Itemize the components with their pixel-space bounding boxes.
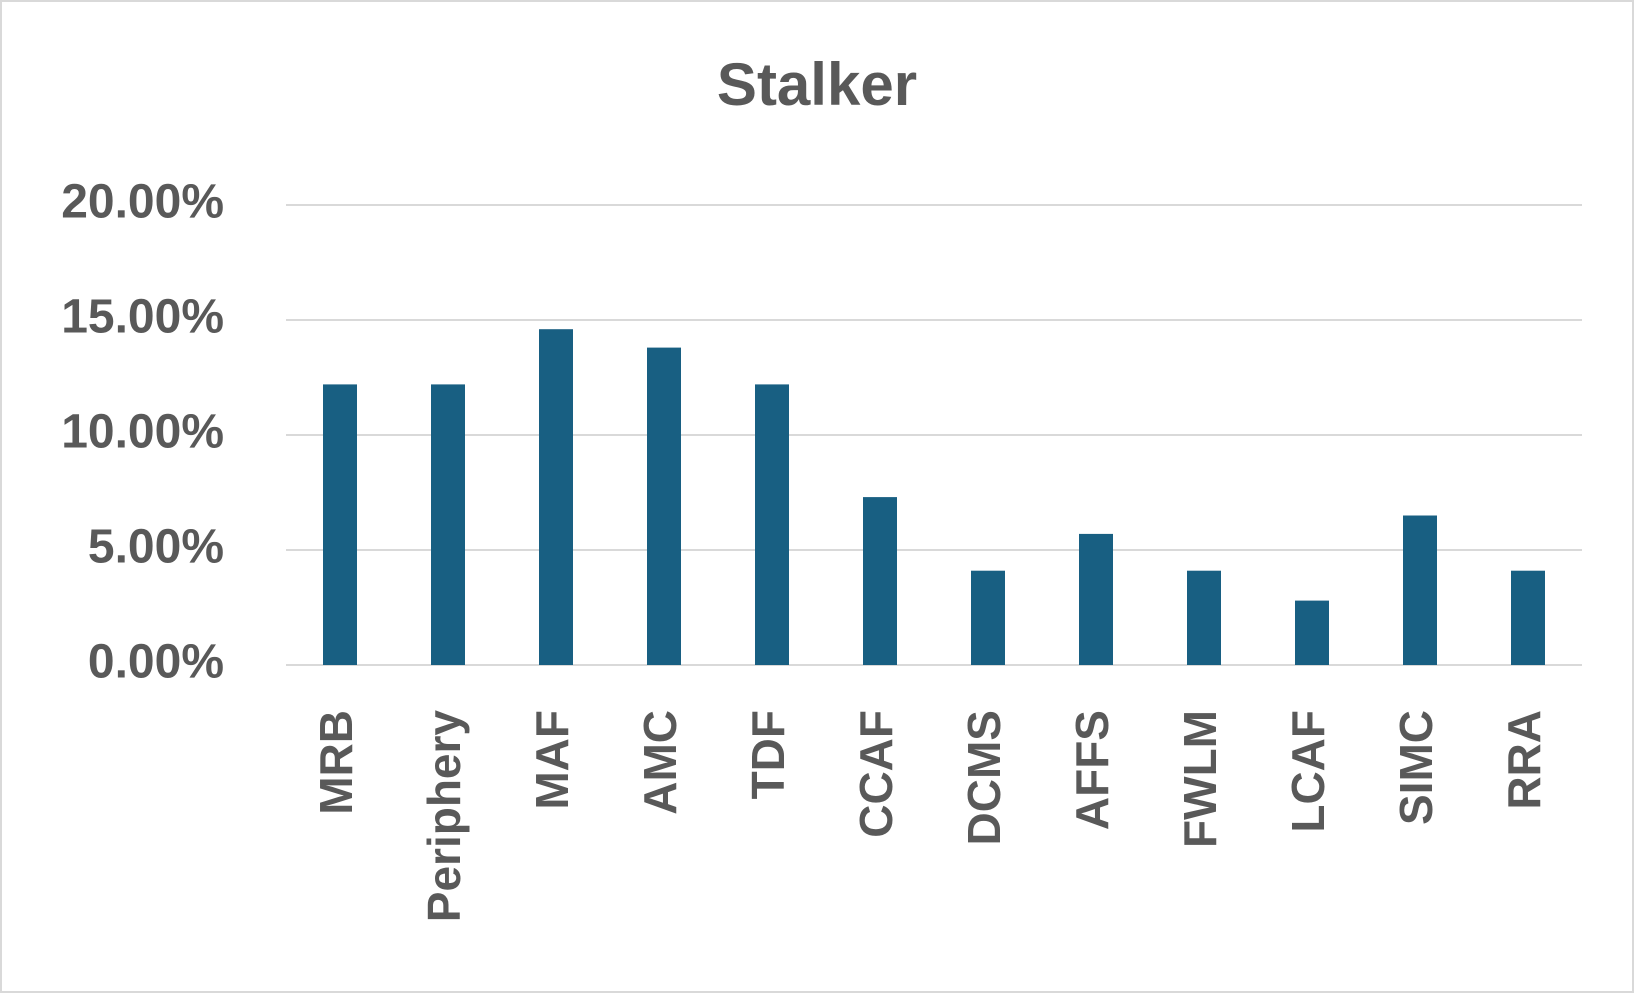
chart-title: Stalker [717,51,917,118]
y-tick-label: 5.00% [88,521,224,574]
x-tick-label: MAF [526,710,578,810]
bar [1187,570,1221,665]
bar [431,384,465,665]
x-tick-label: AFFS [1066,710,1118,830]
x-tick-label: MRB [310,710,362,815]
bar [1295,600,1329,665]
y-tick-label: 15.00% [61,291,224,344]
x-tick-label: TDF [742,710,794,799]
x-tick-label: RRA [1498,710,1550,810]
x-tick-label: SIMC [1390,710,1442,825]
x-tick-label: CCAF [850,710,902,838]
x-tick-label: LCAF [1282,710,1334,833]
y-tick-label: 10.00% [61,406,224,459]
bar [323,384,357,665]
x-tick-label: AMC [634,710,686,815]
x-tick-label: Periphery [418,710,470,923]
x-tick-label: DCMS [958,710,1010,845]
bar [863,497,897,665]
bar [1079,533,1113,665]
bar [539,329,573,665]
x-tick-label: FWLM [1174,710,1226,848]
bar [1403,515,1437,665]
bar [647,347,681,665]
bar [971,570,1005,665]
bar [755,384,789,665]
y-tick-label: 0.00% [88,636,224,689]
bar [1511,570,1545,665]
y-tick-label: 20.00% [61,176,224,229]
